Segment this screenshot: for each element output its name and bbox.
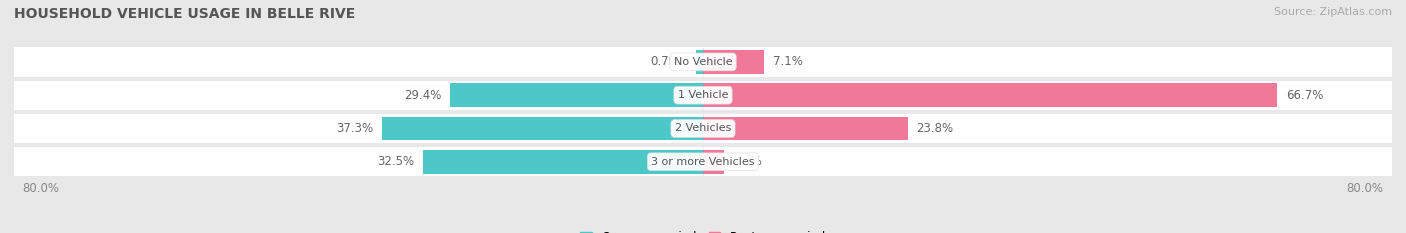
Text: 66.7%: 66.7%: [1286, 89, 1323, 102]
Text: 23.8%: 23.8%: [917, 122, 953, 135]
Bar: [14, 47, 1392, 77]
Bar: [703, 150, 724, 174]
Bar: [14, 114, 1392, 143]
Text: 2 Vehicles: 2 Vehicles: [675, 123, 731, 134]
Bar: [382, 116, 703, 140]
Text: 80.0%: 80.0%: [1347, 182, 1384, 195]
Text: Source: ZipAtlas.com: Source: ZipAtlas.com: [1274, 7, 1392, 17]
Text: No Vehicle: No Vehicle: [673, 57, 733, 67]
Text: 7.1%: 7.1%: [773, 55, 803, 69]
Text: 32.5%: 32.5%: [377, 155, 415, 168]
Bar: [696, 50, 703, 74]
Bar: [703, 116, 908, 140]
Text: 0.79%: 0.79%: [651, 55, 688, 69]
Text: 3 or more Vehicles: 3 or more Vehicles: [651, 157, 755, 167]
Bar: [14, 147, 1392, 176]
Text: 29.4%: 29.4%: [404, 89, 441, 102]
Bar: [450, 83, 703, 107]
Text: 80.0%: 80.0%: [22, 182, 59, 195]
Text: 2.4%: 2.4%: [733, 155, 762, 168]
Bar: [703, 50, 763, 74]
Text: HOUSEHOLD VEHICLE USAGE IN BELLE RIVE: HOUSEHOLD VEHICLE USAGE IN BELLE RIVE: [14, 7, 356, 21]
Text: 37.3%: 37.3%: [336, 122, 373, 135]
Bar: [423, 150, 703, 174]
Bar: [14, 81, 1392, 110]
Text: 1 Vehicle: 1 Vehicle: [678, 90, 728, 100]
Legend: Owner-occupied, Renter-occupied: Owner-occupied, Renter-occupied: [575, 226, 831, 233]
Bar: [703, 83, 1278, 107]
